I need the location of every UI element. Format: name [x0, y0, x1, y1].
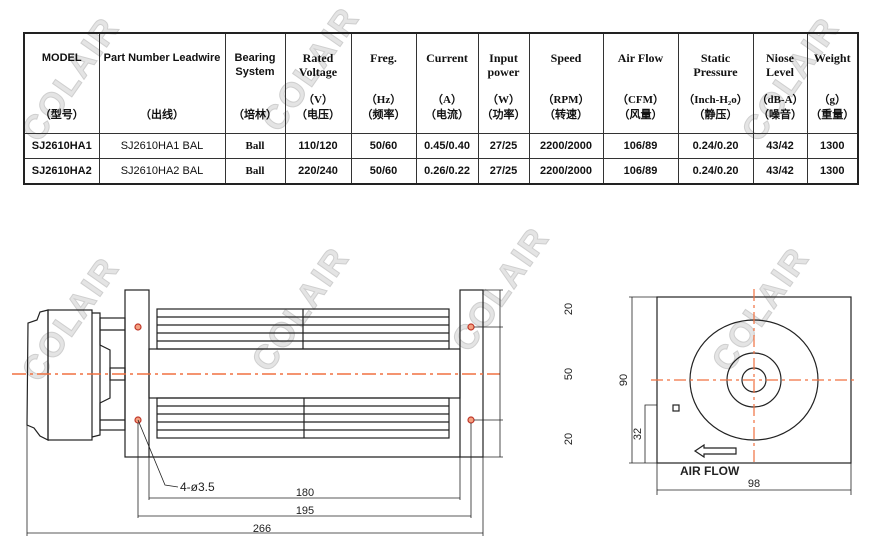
cell-noise: 43/42 — [752, 158, 808, 185]
motor-flange — [91, 312, 111, 438]
header-noise: Niose Level （dB-A） （噪音） — [752, 32, 808, 134]
hole — [134, 323, 142, 331]
dim-266-label: 266 — [253, 523, 271, 535]
small-square — [672, 404, 680, 412]
cell-speed: 2200/2000 — [528, 133, 604, 159]
header-weight: Weight （g） （重量） — [806, 32, 859, 134]
cell-noise: 43/42 — [752, 133, 808, 159]
table-header-row: MODEL （型号） Part Number Leadwire （出线） Bea… — [23, 32, 859, 134]
cell-input-power: 27/25 — [477, 158, 530, 185]
cell-static-pressure: 0.24/0.20 — [677, 158, 754, 185]
cell-air-flow: 106/89 — [602, 133, 679, 159]
dim-195-label: 195 — [296, 505, 314, 517]
mounting-holes — [134, 323, 475, 424]
cell-model: SJ2610HA2 — [23, 158, 100, 185]
header-speed: Speed （RPM） （转速） — [528, 32, 604, 134]
impeller-lower — [156, 397, 450, 439]
motor-cap — [26, 309, 49, 441]
dim-height-label: 90 — [618, 374, 630, 386]
header-static-pressure: Static Pressure （Inch-H₂o） （静压） — [677, 32, 754, 134]
cell-voltage: 110/120 — [284, 133, 352, 159]
cell-current: 0.26/0.22 — [415, 158, 479, 185]
cell-speed: 2200/2000 — [528, 158, 604, 185]
spec-table: MODEL （型号） Part Number Leadwire （出线） Bea… — [23, 32, 859, 185]
header-model: MODEL （型号） — [23, 32, 100, 134]
dim-top-label: 20 — [563, 303, 575, 315]
cell-part-number: SJ2610HA2 BAL — [98, 158, 226, 185]
cell-air-flow: 106/89 — [602, 158, 679, 185]
air-flow-label: AIR FLOW — [680, 464, 740, 478]
cell-voltage: 220/240 — [284, 158, 352, 185]
motor-body — [47, 309, 93, 441]
dim-bottom-label: 20 — [563, 433, 575, 445]
table-row: SJ2610HA1 SJ2610HA1 BAL Ball 110/120 50/… — [23, 133, 859, 159]
dim-32-label: 32 — [632, 428, 644, 440]
dim-180-label: 180 — [296, 487, 314, 499]
cell-bearing: Ball — [224, 158, 286, 185]
hole — [467, 416, 475, 424]
side-view: 20 50 20 4-ø3.5 180 195 266 — [12, 289, 575, 536]
dim-width-label: 98 — [748, 478, 760, 490]
hole — [467, 323, 475, 331]
header-part-number: Part Number Leadwire （出线） — [98, 32, 226, 134]
air-flow-arrow-icon — [693, 443, 737, 459]
cell-weight: 1300 — [806, 133, 859, 159]
table-row: SJ2610HA2 SJ2610HA2 BAL Ball 220/240 50/… — [23, 158, 859, 185]
dim-middle-label: 50 — [563, 368, 575, 380]
header-voltage: Rated Voltage （V） （电压） — [284, 32, 352, 134]
cell-frequency: 50/60 — [350, 133, 417, 159]
end-view: 90 32 98 AIR FLOW — [618, 289, 857, 495]
cell-static-pressure: 0.24/0.20 — [677, 133, 754, 159]
holes-label: 4-ø3.5 — [180, 480, 215, 494]
cell-weight: 1300 — [806, 158, 859, 185]
cell-model: SJ2610HA1 — [23, 133, 100, 159]
